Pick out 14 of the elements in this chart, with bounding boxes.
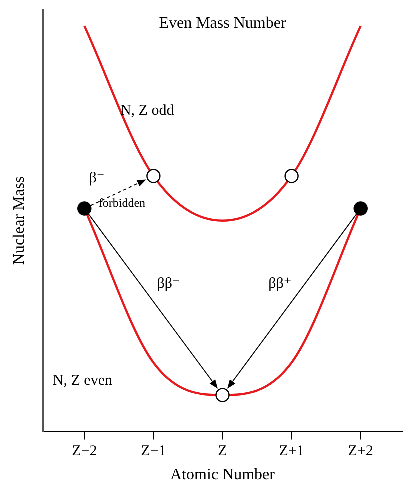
annotation: β⁻ (89, 170, 105, 187)
x-tick-label: Z−1 (141, 444, 166, 460)
annotation: ββ⁻ (157, 276, 180, 292)
annotation: N, Z odd (120, 103, 175, 120)
annotation: ββ⁺ (268, 276, 292, 292)
x-tick-label: Z+2 (348, 444, 374, 460)
x-tick-label: Z (218, 444, 228, 460)
x-axis-title: Atomic Number (170, 466, 276, 484)
x-tick-label: Z−2 (72, 444, 98, 460)
x-tick-label: Z+1 (279, 444, 304, 460)
y-axis-title: Nuclear Mass (10, 176, 28, 266)
annotation: N, Z even (52, 373, 113, 390)
chart-title: Even Mass Number (159, 15, 287, 32)
annotation: forbidden (98, 196, 146, 210)
